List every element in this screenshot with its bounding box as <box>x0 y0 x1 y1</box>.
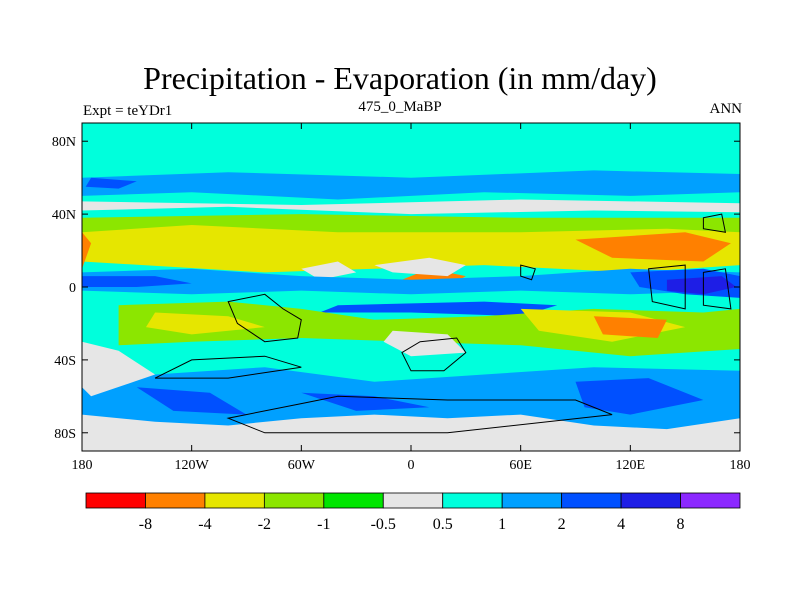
x-tick-label-0: 180 <box>72 458 93 473</box>
colorbar-label-3: -1 <box>317 516 330 533</box>
x-tick-label-6: 180 <box>730 458 751 473</box>
colorbar-box-2 <box>204 492 265 509</box>
colorbar-label-0: -8 <box>139 516 152 533</box>
season-label: ANN <box>709 101 743 117</box>
experiment-label: Expt = teYDr1 <box>83 103 173 119</box>
axes: 180 120W 60W 0 60E 120E 180 80N 40N 0 40S 80S <box>52 123 751 473</box>
colorbar-box-0 <box>85 492 146 509</box>
field-region-19 <box>666 276 737 295</box>
field-region-10 <box>82 225 740 273</box>
colorbar-label-5: 0.5 <box>433 516 453 533</box>
colorbar-box-6 <box>442 492 503 509</box>
colorbar-label-9: 8 <box>677 516 685 533</box>
land-outline-3 <box>226 395 613 434</box>
field-region-8 <box>82 199 740 215</box>
colorbar-label-7: 2 <box>558 516 566 533</box>
y-tick-label-1: 40N <box>52 208 76 223</box>
x-tick-label-2: 60W <box>288 458 316 473</box>
field-region-22 <box>146 312 265 335</box>
colorbar: -8 -4 -2 -1 -0.5 0.5 1 2 4 8 <box>85 492 741 533</box>
land-outline-1 <box>401 337 467 372</box>
colorbar-box-7 <box>501 492 563 509</box>
chart-title: Precipitation - Evaporation (in mm/day) <box>143 60 657 96</box>
land-outline-5 <box>702 268 732 310</box>
colorbar-label-6: 1 <box>498 516 506 533</box>
y-tick-label-0: 80N <box>52 135 76 150</box>
field-region-11 <box>82 232 92 269</box>
field-region-16 <box>82 268 740 295</box>
colorbar-box-1 <box>145 492 206 509</box>
field-region-0 <box>82 387 740 451</box>
field-region-3 <box>575 378 704 415</box>
colorbar-box-5 <box>382 492 444 509</box>
land-outline-0 <box>227 293 302 343</box>
land-outline-7 <box>702 213 727 233</box>
land-outline-2 <box>154 355 302 379</box>
field-region-17 <box>82 276 192 287</box>
x-tick-label-1: 120W <box>175 458 210 473</box>
y-tick-label-2: 0 <box>69 281 76 296</box>
x-tick-label-5: 120E <box>616 458 646 473</box>
colorbar-label-4: -0.5 <box>371 516 396 533</box>
field-region-14 <box>374 257 466 277</box>
field-region-6 <box>82 170 740 200</box>
x-tick-label-3: 0 <box>408 458 415 473</box>
field-region-2 <box>136 387 247 415</box>
y-tick-label-4: 80S <box>54 427 76 442</box>
land-outlines <box>154 213 732 434</box>
field-region-12 <box>575 232 731 262</box>
colorbar-box-10 <box>680 492 741 509</box>
land-outline-6 <box>520 264 536 281</box>
field-region-5 <box>82 341 156 397</box>
precip-field <box>82 123 740 451</box>
field-region-15 <box>301 261 357 280</box>
field-region-25 <box>593 316 667 338</box>
y-tick-label-3: 40S <box>54 354 76 369</box>
land-outline-4 <box>648 264 686 310</box>
colorbar-box-9 <box>620 492 681 509</box>
colorbar-box-3 <box>263 492 325 509</box>
colorbar-label-1: -4 <box>198 516 211 533</box>
field-region-24 <box>383 330 466 357</box>
x-tick-label-4: 60E <box>509 458 532 473</box>
colorbar-label-8: 4 <box>617 516 625 533</box>
colorbar-box-8 <box>561 492 622 509</box>
field-region-7 <box>85 177 137 189</box>
colorbar-label-2: -2 <box>258 516 271 533</box>
field-region-20 <box>319 301 558 317</box>
colorbar-box-4 <box>323 492 384 509</box>
time-label: 475_0_MaBP <box>358 99 442 115</box>
field-region-1 <box>82 359 740 430</box>
